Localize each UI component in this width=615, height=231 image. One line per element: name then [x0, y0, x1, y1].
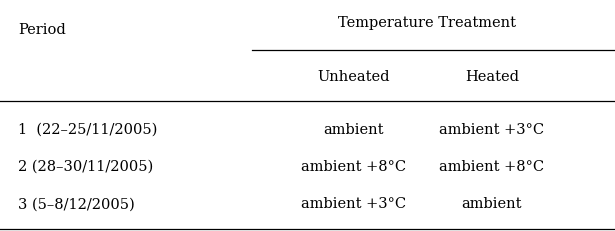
Text: Heated: Heated: [465, 69, 519, 83]
Text: ambient +8°C: ambient +8°C: [440, 159, 544, 173]
Text: 1  (22–25/11/2005): 1 (22–25/11/2005): [18, 122, 158, 136]
Text: ambient +3°C: ambient +3°C: [440, 122, 544, 136]
Text: Unheated: Unheated: [317, 69, 390, 83]
Text: 3 (5–8/12/2005): 3 (5–8/12/2005): [18, 196, 135, 210]
Text: ambient: ambient: [323, 122, 384, 136]
Text: ambient: ambient: [462, 196, 522, 210]
Text: Period: Period: [18, 23, 66, 37]
Text: ambient +3°C: ambient +3°C: [301, 196, 406, 210]
Text: Temperature Treatment: Temperature Treatment: [338, 16, 517, 30]
Text: 2 (28–30/11/2005): 2 (28–30/11/2005): [18, 159, 154, 173]
Text: ambient +8°C: ambient +8°C: [301, 159, 406, 173]
